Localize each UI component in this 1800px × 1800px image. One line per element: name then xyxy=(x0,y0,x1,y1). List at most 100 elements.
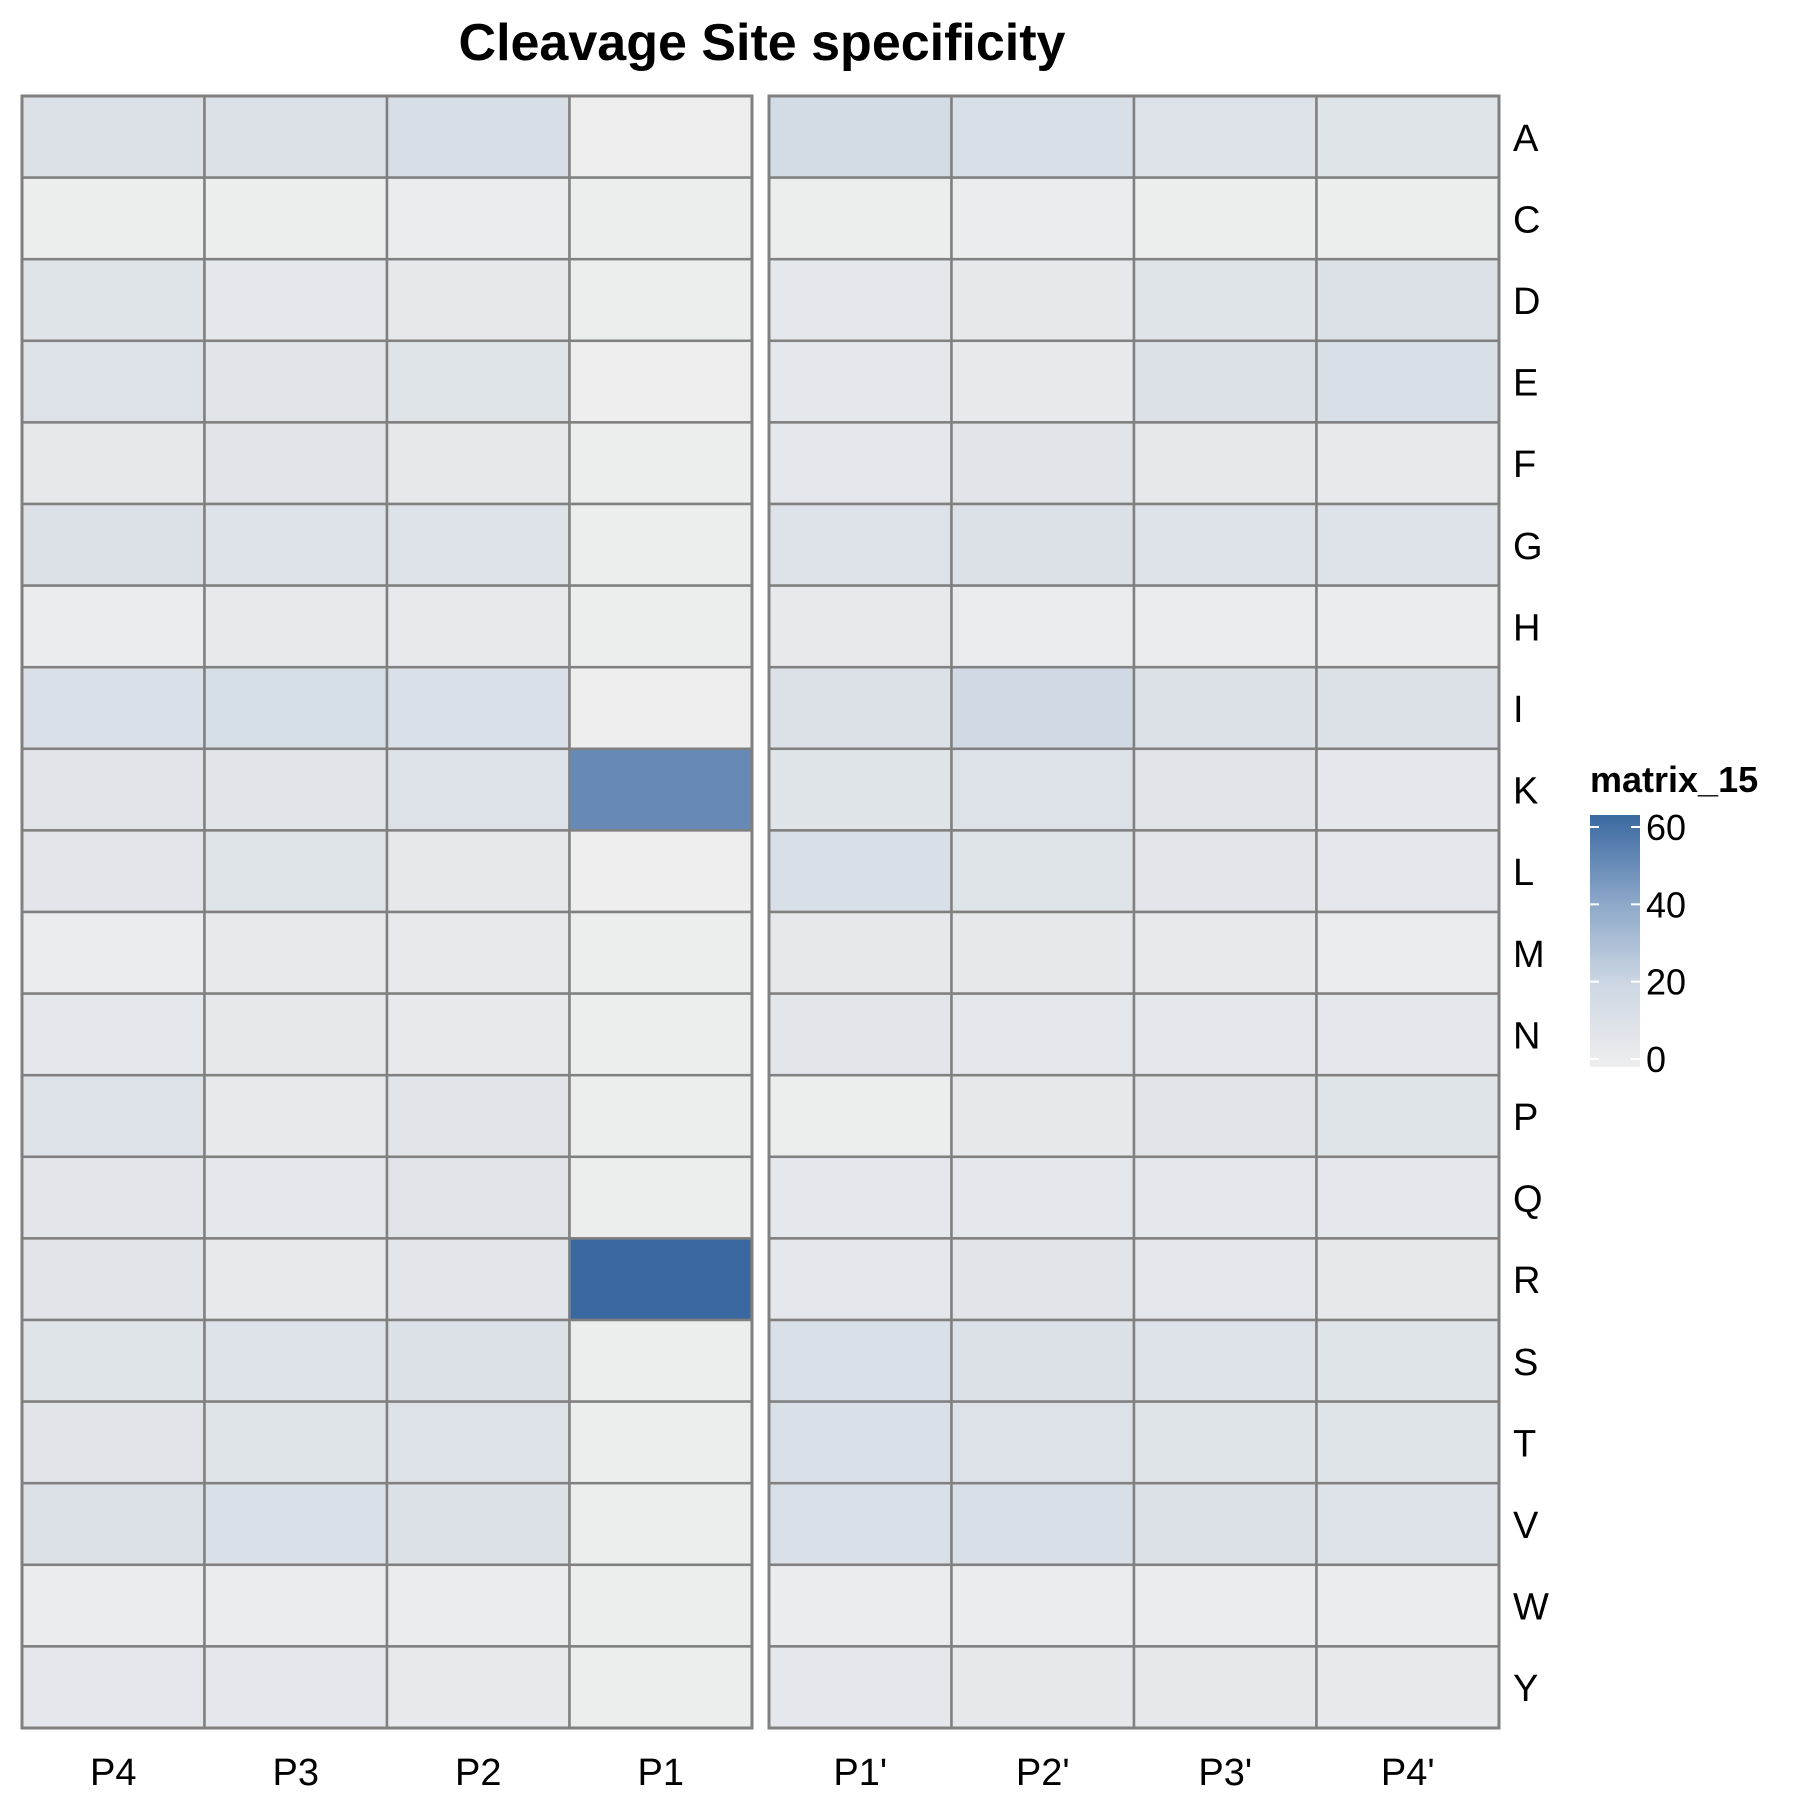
row-label-K: K xyxy=(1513,771,1538,813)
heatmap-cell-K-P4prime xyxy=(1315,747,1501,832)
heatmap-cell-G-P2prime xyxy=(950,502,1136,587)
heatmap-cell-D-P2prime xyxy=(950,257,1136,343)
heatmap-cell-F-P1 xyxy=(568,421,754,506)
heatmap-cell-E-P3prime xyxy=(1132,339,1318,424)
heatmap-cell-P-P1prime xyxy=(767,1073,953,1159)
heatmap-cell-I-P4prime xyxy=(1315,665,1501,751)
heatmap-cell-D-P3 xyxy=(203,257,389,343)
heatmap-cell-E-P4 xyxy=(20,339,206,424)
heatmap-cell-R-P1prime xyxy=(767,1237,953,1322)
heatmap-cell-L-P3 xyxy=(203,829,389,914)
heatmap-cell-T-P2prime xyxy=(950,1400,1136,1485)
legend-ticks: 0 20 40 60 xyxy=(1590,807,1686,1080)
heatmap-cell-H-P2prime xyxy=(950,584,1136,669)
heatmap-cell-W-P1prime xyxy=(767,1563,953,1648)
heatmap-cell-N-P3 xyxy=(203,992,389,1077)
heatmap-cell-N-P3prime xyxy=(1132,992,1318,1077)
row-label-S: S xyxy=(1513,1342,1538,1384)
heatmap-cell-Q-P4 xyxy=(20,1155,206,1240)
heatmap-cell-V-P3prime xyxy=(1132,1481,1318,1567)
heatmap-cell-T-P4 xyxy=(20,1400,206,1485)
heatmap-cell-T-P3 xyxy=(203,1400,389,1485)
heatmap-cell-Q-P1 xyxy=(568,1155,754,1240)
heatmap-cell-K-P3prime xyxy=(1132,747,1318,832)
heatmap-cell-A-P3prime xyxy=(1132,94,1318,179)
heatmap-cell-N-P4prime xyxy=(1315,992,1501,1077)
heatmap-cell-M-P4prime xyxy=(1315,910,1501,995)
legend-title: matrix_15 xyxy=(1590,759,1758,800)
heatmap-cell-G-P2 xyxy=(385,502,571,587)
heatmap-cell-A-P4prime xyxy=(1315,94,1501,179)
heatmap-cell-G-P4prime xyxy=(1315,502,1501,587)
heatmap-cell-P-P1 xyxy=(568,1073,754,1159)
row-label-C: C xyxy=(1513,199,1540,241)
heatmap-cell-L-P4prime xyxy=(1315,829,1501,914)
heatmap-cell-K-P1prime xyxy=(767,747,953,832)
heatmap-cell-M-P3 xyxy=(203,910,389,995)
row-label-I: I xyxy=(1513,689,1524,731)
heatmap-cell-N-P4 xyxy=(20,992,206,1077)
heatmap-cell-S-P3prime xyxy=(1132,1318,1318,1403)
column-label-P3prime: P3' xyxy=(1198,1752,1252,1794)
heatmap-cell-F-P3 xyxy=(203,421,389,506)
heatmap-cell-R-P3prime xyxy=(1132,1237,1318,1322)
heatmap-cell-K-P1 xyxy=(568,747,754,832)
heatmap-cell-V-P2 xyxy=(385,1481,571,1567)
row-label-D: D xyxy=(1513,281,1540,323)
heatmap-cell-I-P1 xyxy=(568,665,754,751)
heatmap-cell-L-P1 xyxy=(568,829,754,914)
heatmap-cell-W-P3 xyxy=(203,1563,389,1648)
heatmap-cell-E-P1prime xyxy=(767,339,953,424)
heatmap-cell-S-P1 xyxy=(568,1318,754,1403)
heatmap-cell-M-P1 xyxy=(568,910,754,995)
heatmap-cell-F-P3prime xyxy=(1132,421,1318,506)
column-label-P4: P4 xyxy=(90,1752,136,1794)
row-label-T: T xyxy=(1513,1423,1536,1465)
row-label-Q: Q xyxy=(1513,1179,1543,1221)
row-label-E: E xyxy=(1513,363,1538,405)
row-label-V: V xyxy=(1513,1505,1539,1547)
heatmap-cell-Y-P1prime xyxy=(767,1645,953,1730)
row-label-P: P xyxy=(1513,1097,1538,1139)
heatmap-cell-I-P3 xyxy=(203,665,389,751)
heatmap-cell-S-P1prime xyxy=(767,1318,953,1403)
heatmap-cell-C-P1prime xyxy=(767,176,953,261)
heatmap-cell-T-P2 xyxy=(385,1400,571,1485)
heatmap-cell-V-P2prime xyxy=(950,1481,1136,1567)
heatmap-cell-G-P3 xyxy=(203,502,389,587)
legend-tick-label-20: 20 xyxy=(1646,962,1686,1003)
heatmap-cell-T-P4prime xyxy=(1315,1400,1501,1485)
heatmap-cell-F-P2prime xyxy=(950,421,1136,506)
heatmap-cell-T-P3prime xyxy=(1132,1400,1318,1485)
heatmap-cell-I-P2prime xyxy=(950,665,1136,751)
column-label-P3: P3 xyxy=(273,1752,319,1794)
heatmap-cell-L-P2prime xyxy=(950,829,1136,914)
heatmap-cell-L-P2 xyxy=(385,829,571,914)
heatmap-cell-A-P4 xyxy=(20,94,206,179)
panel-border-1 xyxy=(20,94,754,1730)
heatmap-cell-D-P2 xyxy=(385,257,571,343)
heatmap-cell-M-P2prime xyxy=(950,910,1136,995)
heatmap-cell-W-P2prime xyxy=(950,1563,1136,1648)
heatmap-cell-R-P4prime xyxy=(1315,1237,1501,1322)
row-label-A: A xyxy=(1513,118,1539,160)
heatmap-cell-P-P4 xyxy=(20,1073,206,1159)
heatmap-cell-V-P1 xyxy=(568,1481,754,1567)
column-label-P2: P2 xyxy=(455,1752,501,1794)
heatmap-cell-M-P2 xyxy=(385,910,571,995)
heatmap-cell-I-P3prime xyxy=(1132,665,1318,751)
row-label-R: R xyxy=(1513,1260,1540,1302)
heatmap-cell-S-P3 xyxy=(203,1318,389,1403)
heatmap-cell-I-P1prime xyxy=(767,665,953,751)
heatmap-cell-G-P1 xyxy=(568,502,754,587)
heatmap-cell-S-P4 xyxy=(20,1318,206,1403)
heatmap-cell-N-P2prime xyxy=(950,992,1136,1077)
heatmap-cell-P-P2prime xyxy=(950,1073,1136,1159)
row-label-L: L xyxy=(1513,852,1534,894)
heatmap-cell-L-P3prime xyxy=(1132,829,1318,914)
heatmap-cell-W-P4 xyxy=(20,1563,206,1648)
heatmap-cell-Q-P2 xyxy=(385,1155,571,1240)
heatmap-cell-S-P2 xyxy=(385,1318,571,1403)
heatmap-cell-R-P2prime xyxy=(950,1237,1136,1322)
